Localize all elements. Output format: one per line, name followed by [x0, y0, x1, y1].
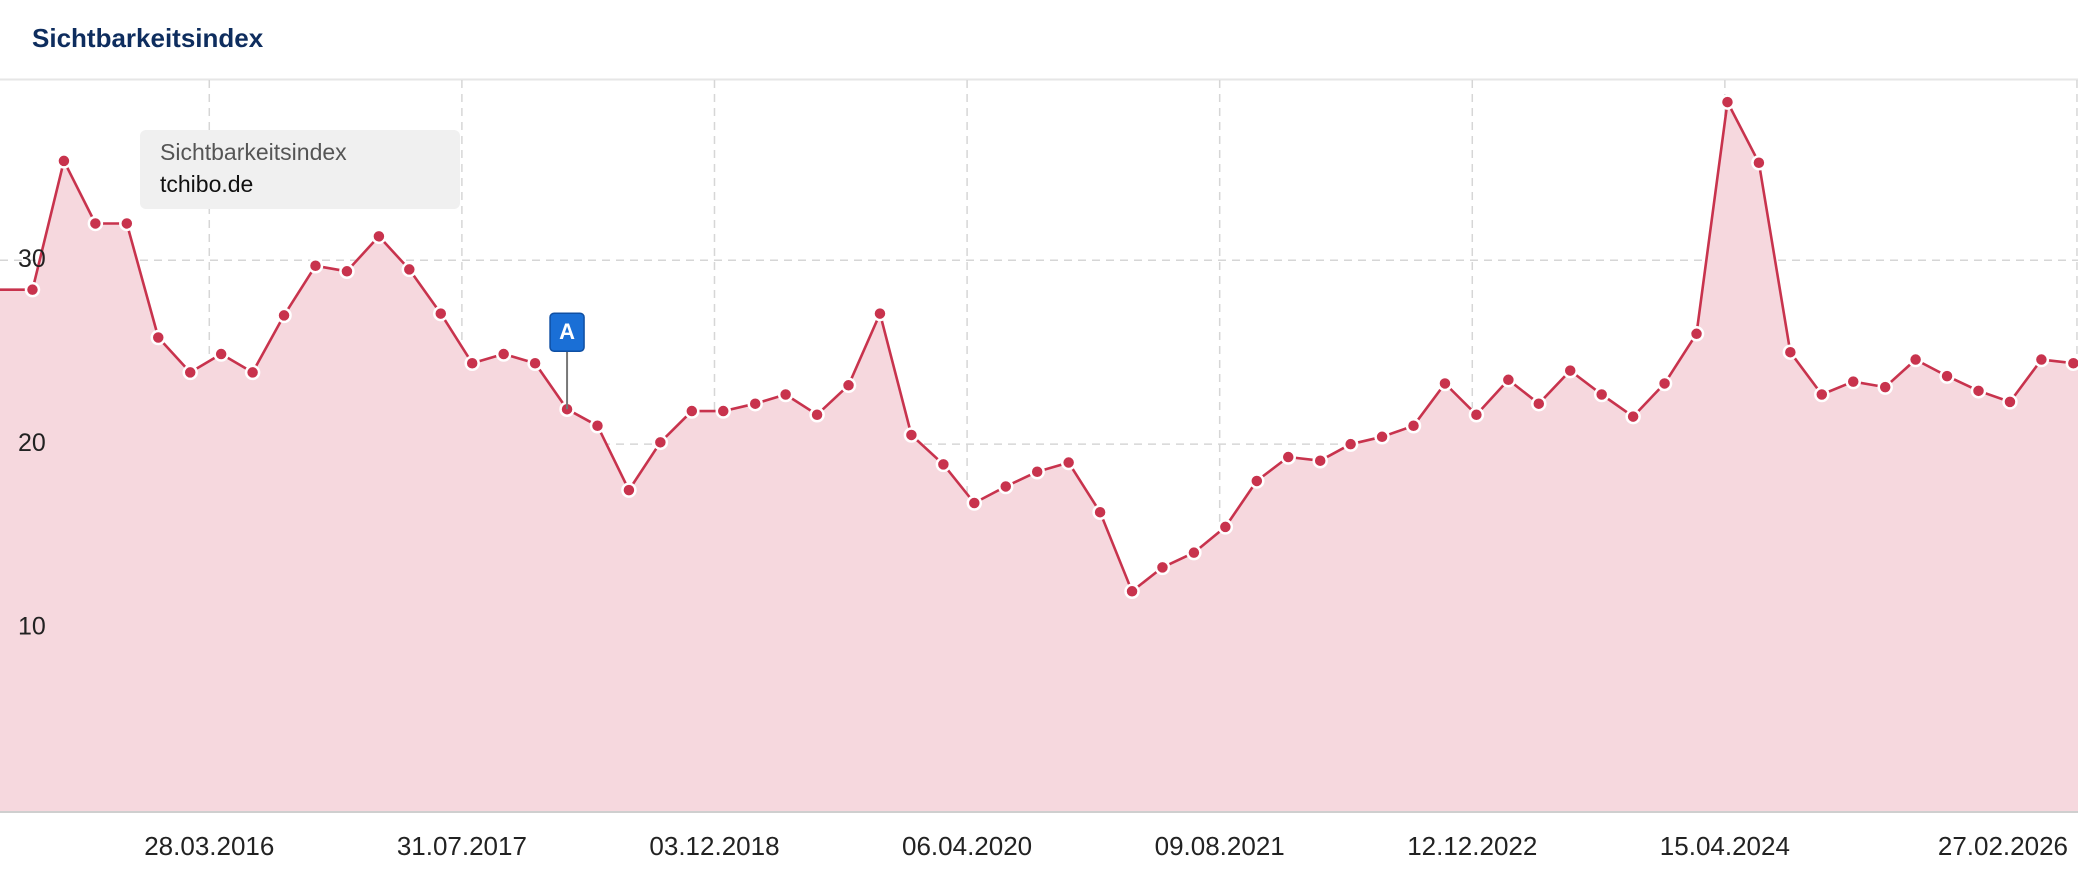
data-point: [1029, 463, 1045, 480]
data-point: [433, 305, 449, 322]
data-point: [1154, 559, 1171, 576]
y-tick-label: 30: [18, 245, 46, 273]
x-tick-label: 15.04.2024: [1660, 831, 1790, 861]
y-tick-label: 20: [18, 429, 46, 457]
data-point: [903, 427, 920, 443]
data-point: [182, 364, 198, 381]
data-point: [2002, 394, 2018, 410]
data-point: [527, 355, 543, 371]
area: [0, 102, 2078, 813]
data-point: [621, 482, 637, 498]
data-point: [1437, 375, 1453, 392]
data-point: [997, 478, 1014, 495]
data-point: [24, 281, 41, 298]
data-point: [1970, 383, 1987, 399]
data-point: [715, 403, 732, 419]
data-point: [1500, 372, 1517, 388]
legend-title: Sichtbarkeitsindex: [160, 139, 347, 165]
data-point: [495, 346, 512, 362]
data-point: [339, 263, 355, 280]
data-point: [2033, 351, 2050, 368]
data-point: [777, 386, 794, 403]
data-point: [1186, 544, 1202, 561]
x-tick-label: 28.03.2016: [144, 831, 274, 861]
data-point: [1374, 429, 1390, 445]
legend-entry: tchibo.de: [160, 171, 253, 197]
y-tick-label: 10: [18, 613, 46, 641]
data-point: [1877, 379, 1893, 395]
data-point: [307, 258, 324, 274]
data-point: [1468, 406, 1485, 423]
data-point: [809, 406, 825, 423]
data-point: [872, 305, 888, 322]
data-point: [1562, 362, 1578, 379]
data-point: [244, 364, 261, 381]
data-point: [464, 355, 480, 371]
data-point: [1217, 519, 1234, 535]
data-point: [589, 418, 606, 434]
annotation-label: A: [559, 319, 575, 344]
data-point: [1656, 375, 1673, 392]
legend-box: [140, 130, 460, 209]
data-point: [87, 215, 104, 232]
plot-area: 10 20 30 28.03.2016 31.07.2017 03.12.2018 06.0…: [0, 80, 2078, 861]
data-point: [150, 329, 167, 346]
data-point: [1593, 386, 1610, 403]
x-tick-label: 27.02.2026: [1938, 831, 2068, 861]
data-point: [1719, 94, 1736, 110]
data-point: [1405, 418, 1422, 434]
data-point: [1814, 386, 1830, 403]
data-point: [1688, 326, 1705, 342]
data-point: [1060, 454, 1077, 471]
data-point: [371, 228, 387, 245]
data-point: [2065, 355, 2078, 371]
annotation-marker: [549, 312, 585, 352]
data-point: [747, 395, 763, 412]
data-point: [935, 456, 952, 473]
data-point: [1751, 155, 1767, 171]
data-point: [1092, 504, 1108, 520]
data-point: [652, 434, 669, 451]
data-point: [966, 495, 983, 511]
data-point: [1939, 368, 1955, 384]
data-point: [1531, 395, 1547, 412]
data-point: [1342, 436, 1359, 452]
x-tick-label: 03.12.2018: [649, 831, 779, 861]
x-tick-label: 31.07.2017: [397, 831, 527, 861]
data-point: [1625, 408, 1641, 425]
data-point: [56, 153, 72, 169]
data-point: [1124, 583, 1140, 600]
data-point: [1312, 452, 1328, 469]
data-point: [684, 403, 700, 419]
data-point: [1280, 449, 1296, 465]
data-point: [401, 261, 418, 278]
x-tick-label: 06.04.2020: [902, 831, 1032, 861]
data-point: [1782, 344, 1799, 360]
line: [0, 100, 2078, 593]
data-point: [119, 215, 135, 232]
data-point: [213, 346, 229, 362]
data-point: [840, 377, 857, 394]
data-point: [1249, 473, 1265, 489]
x-tick-label: 09.08.2021: [1155, 831, 1285, 861]
chart-title: Sichtbarkeitsindex: [32, 23, 264, 53]
data-point: [1845, 373, 1861, 390]
x-tick-label: 12.12.2022: [1407, 831, 1537, 861]
data-point: [276, 307, 292, 324]
data-point: [1907, 351, 1924, 368]
